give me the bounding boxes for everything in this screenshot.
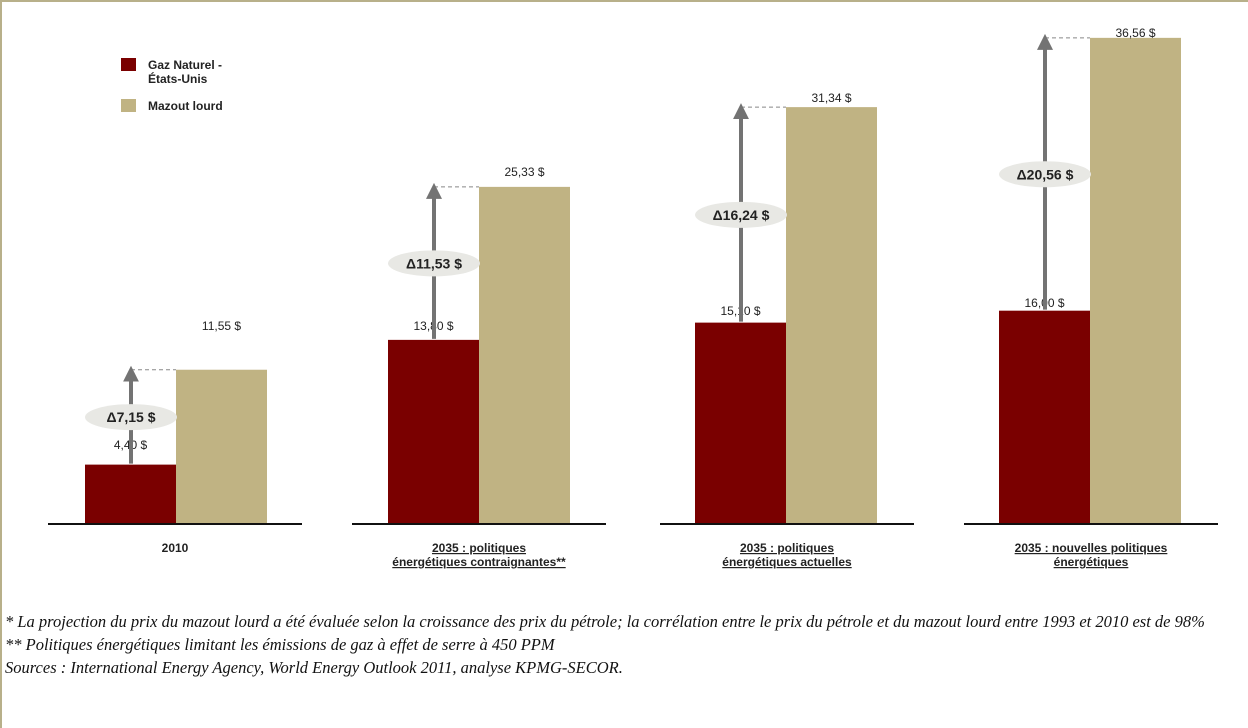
delta-badge xyxy=(695,201,787,228)
bar-gaz-naturel xyxy=(999,310,1090,523)
data-label-mazout: 36,56 $ xyxy=(1115,26,1155,40)
category-label: 2010 xyxy=(162,541,189,555)
bar-mazout-lourd xyxy=(479,186,570,523)
legend-swatch-gaz xyxy=(121,58,136,71)
delta-label: Δ16,24 $ xyxy=(713,207,770,223)
bar-gaz-naturel xyxy=(695,322,786,523)
category-label: 2035 : nouvelles politiques xyxy=(1015,541,1168,555)
data-label-mazout: 11,55 $ xyxy=(202,319,241,333)
legend-label: États-Unis xyxy=(148,71,208,86)
category-label: énergétiques xyxy=(1054,555,1129,569)
bar-gaz-naturel xyxy=(388,339,479,523)
data-label-mazout: 25,33 $ xyxy=(504,165,544,179)
legend-swatch-mazout xyxy=(121,99,136,112)
category-label: 2035 : politiques xyxy=(432,541,526,555)
delta-badge xyxy=(85,404,177,431)
delta-badge xyxy=(388,250,480,277)
category-label: énergétiques contraignantes** xyxy=(392,555,566,569)
footnotes: * La projection du prix du mazout lourd … xyxy=(5,610,1245,679)
footnote-sources: Sources : International Energy Agency, W… xyxy=(5,658,623,677)
category-label: 2035 : politiques xyxy=(740,541,834,555)
bar-mazout-lourd xyxy=(786,107,877,524)
bar-gaz-naturel xyxy=(85,464,176,523)
delta-label: Δ20,56 $ xyxy=(1017,166,1074,182)
bar-mazout-lourd xyxy=(176,369,267,523)
data-label-mazout: 31,34 $ xyxy=(811,91,851,105)
delta-label: Δ11,53 $ xyxy=(406,255,462,271)
bar-mazout-lourd xyxy=(1090,37,1181,523)
footnote-2: ** Politiques énergétiques limitant les … xyxy=(5,635,555,654)
delta-badge xyxy=(999,161,1091,188)
legend-label: Mazout lourd xyxy=(148,99,223,113)
legend-label: Gaz Naturel - xyxy=(148,58,222,72)
category-label: énergétiques actuelles xyxy=(722,555,852,569)
delta-label: Δ7,15 $ xyxy=(107,409,156,425)
footnote-1: * La projection du prix du mazout lourd … xyxy=(5,612,1205,631)
